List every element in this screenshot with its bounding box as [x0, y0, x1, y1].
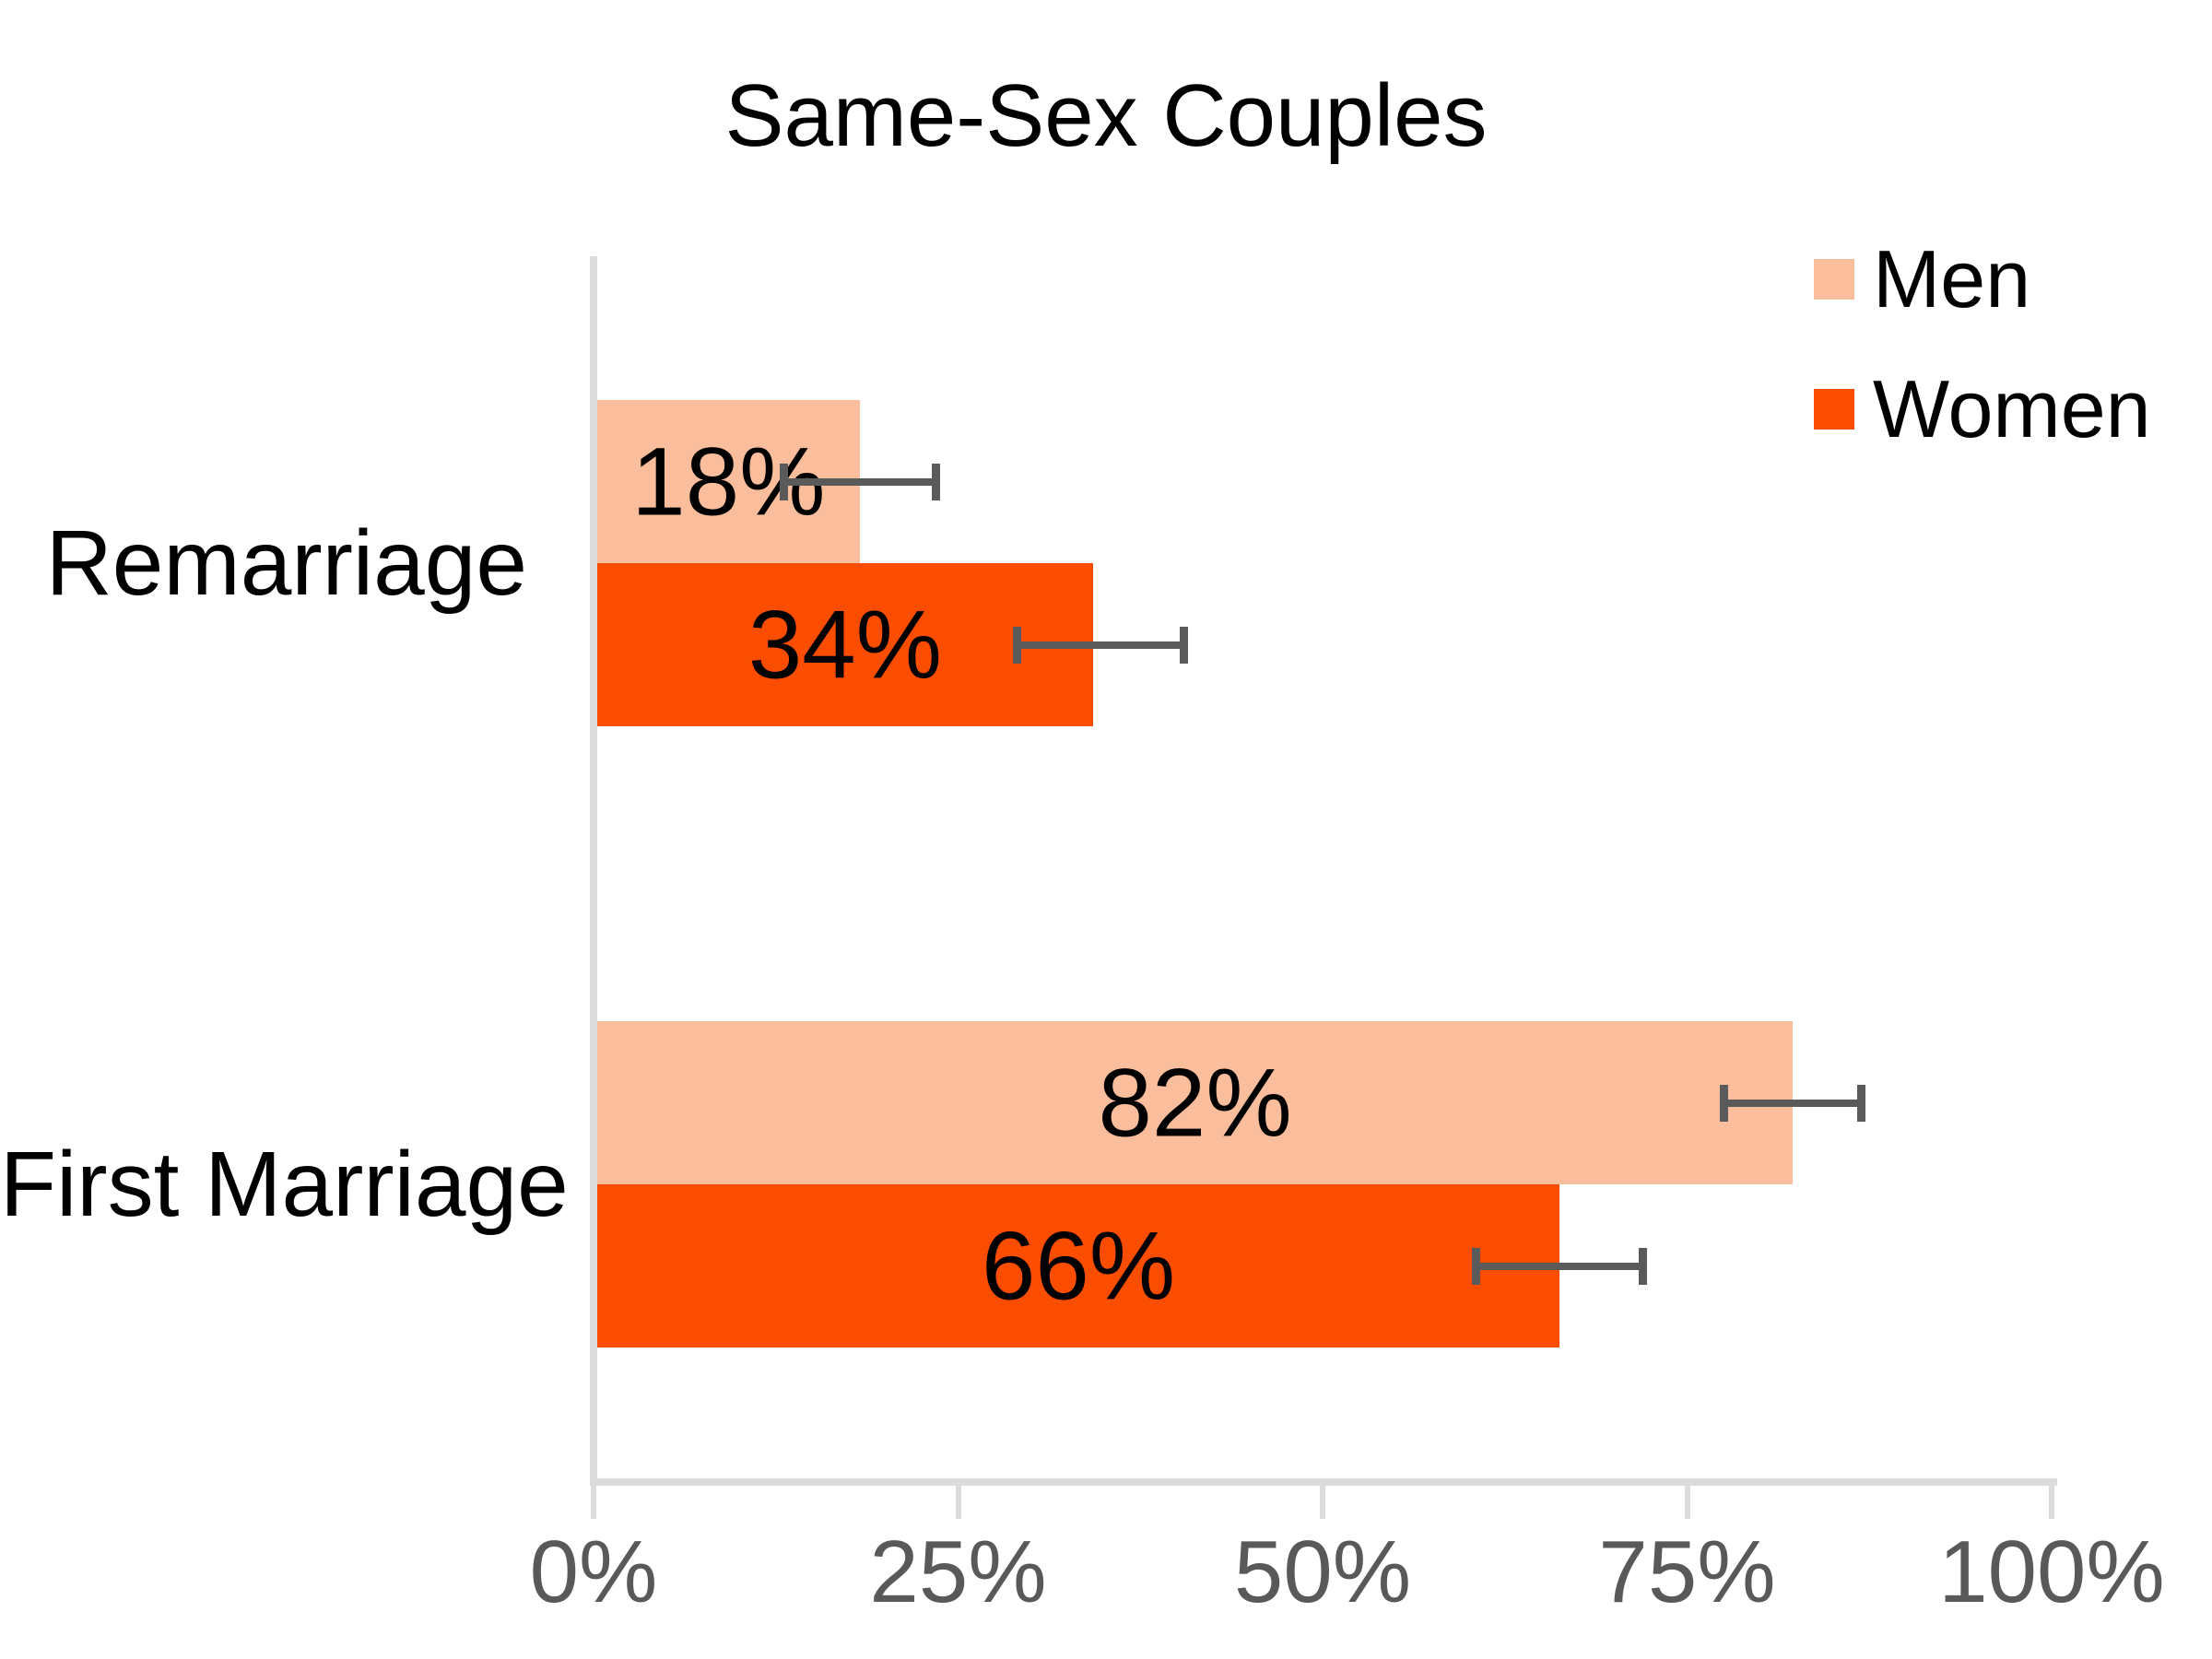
x-tick-mark	[2049, 1486, 2054, 1519]
x-tick-label: 75%	[1598, 1523, 1776, 1621]
bar-value-label: 66%	[981, 1212, 1176, 1320]
error-bar-line	[1720, 1099, 1866, 1107]
legend-swatch-men	[1814, 259, 1854, 300]
x-tick-mark	[1320, 1486, 1325, 1519]
x-tick-mark	[1684, 1486, 1690, 1519]
x-tick-label: 25%	[869, 1523, 1047, 1621]
error-bar-line	[1012, 641, 1188, 649]
bar-women-0	[597, 563, 1093, 726]
bar-value-label: 34%	[747, 591, 943, 699]
error-bar-cap-high	[1857, 1084, 1866, 1122]
error-bar-cap-high	[1179, 626, 1188, 664]
x-tick-mark	[591, 1486, 596, 1519]
error-bar-cap-high	[1639, 1247, 1648, 1285]
legend-label-men: Men	[1873, 233, 2031, 324]
y-axis-line	[590, 256, 597, 1486]
error-bar-cap-low	[1720, 1084, 1729, 1122]
x-tick-label: 50%	[1233, 1523, 1412, 1621]
x-tick-mark	[955, 1486, 961, 1519]
bar-women-1	[597, 1184, 1560, 1347]
category-label: First Marriage	[0, 1133, 569, 1236]
chart-title: Same-Sex Couples	[724, 66, 1488, 165]
error-bar-cap-low	[1472, 1247, 1481, 1285]
error-bar-cap-high	[931, 463, 940, 500]
bar-men-1	[597, 1021, 1794, 1184]
x-tick-label: 0%	[529, 1523, 658, 1621]
legend-label-women: Women	[1873, 363, 2151, 454]
bar-value-label: 82%	[1098, 1049, 1292, 1157]
x-tick-label: 100%	[1938, 1523, 2165, 1621]
error-bar-line	[779, 477, 940, 486]
error-bar-cap-low	[1012, 626, 1021, 664]
error-bar-line	[1472, 1262, 1648, 1270]
error-bar-cap-low	[779, 463, 788, 500]
x-axis-line	[590, 1478, 2057, 1486]
category-label: Remarriage	[45, 512, 527, 615]
legend-swatch-women	[1814, 389, 1854, 429]
